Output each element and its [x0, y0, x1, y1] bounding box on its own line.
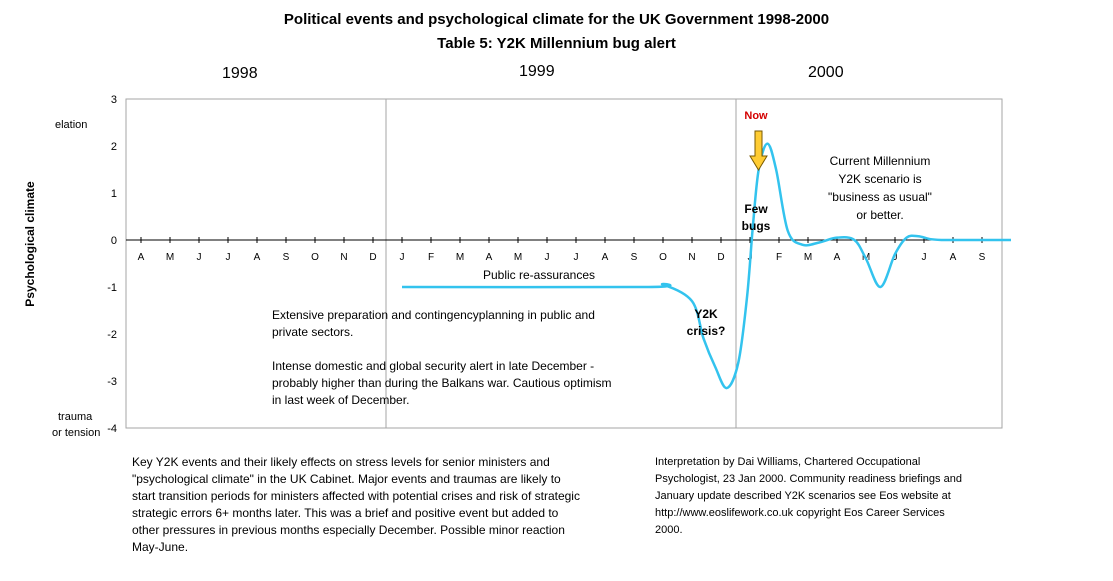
x-tick-label: M [456, 252, 464, 263]
x-tick-label: J [574, 252, 579, 263]
public-reassurances-label: Public re-assurances [483, 268, 595, 282]
security-alert-text-3: in last week of December. [272, 393, 409, 407]
scenario-text-1: Current Millennium [830, 154, 931, 168]
x-tick-label: S [979, 252, 986, 263]
y-tick-label: -1 [107, 282, 117, 294]
y-annotation-elation: elation [55, 119, 87, 131]
x-tick-label: O [659, 252, 667, 263]
x-tick-label: S [283, 252, 290, 263]
x-tick-label: A [254, 252, 261, 263]
y-tick-label: -3 [107, 376, 117, 388]
x-tick-label: O [311, 252, 319, 263]
y-tick-label: 0 [111, 235, 117, 247]
x-tick-label: F [776, 252, 782, 263]
x-tick-label: A [486, 252, 493, 263]
x-tick-label: J [545, 252, 550, 263]
few-bugs-label-2: bugs [742, 219, 771, 233]
x-tick-label: A [950, 252, 957, 263]
year-label-1999: 1999 [519, 63, 555, 80]
x-tick-label: A [602, 252, 609, 263]
x-tick-label: J [893, 252, 898, 263]
x-tick-label: M [804, 252, 812, 263]
footer-interpretation-note: Interpretation by Dai Williams, Chartere… [655, 456, 962, 536]
footer-key-note: Key Y2K events and their likely effects … [132, 455, 580, 554]
security-alert-text-2: probably higher than during the Balkans … [272, 376, 612, 390]
x-tick-label: M [166, 252, 174, 263]
x-tick-label: A [834, 252, 841, 263]
x-tick-label: N [688, 252, 695, 263]
now-arrow-icon [749, 130, 768, 171]
security-alert-text-1: Intense domestic and global security ale… [272, 359, 594, 373]
plot-area-border [125, 98, 1003, 429]
y-axis-label: Psychological climate [23, 181, 37, 307]
x-tick-label: N [340, 252, 347, 263]
y-tick-label: 2 [111, 141, 117, 153]
x-tick-label: J [400, 252, 405, 263]
y-tick-label: 1 [111, 188, 117, 200]
preparation-text-1: Extensive preparation and contingencypla… [272, 308, 595, 322]
y2k-crisis-label-1: Y2K [694, 307, 718, 321]
y-tick-label: 3 [111, 94, 117, 106]
preparation-text-2: private sectors. [272, 325, 353, 339]
x-tick-label: J [226, 252, 231, 263]
chart-title: Political events and psychological clima… [283, 11, 830, 28]
y-tick-label: -4 [107, 423, 117, 435]
x-tick-label: J [922, 252, 927, 263]
now-label: Now [744, 110, 768, 122]
scenario-text-4: or better. [856, 208, 903, 222]
x-tick-label: J [197, 252, 202, 263]
few-bugs-label-1: Few [744, 202, 768, 216]
x-tick-label: D [717, 252, 724, 263]
y-tick-label: -2 [107, 329, 117, 341]
y2k-crisis-label-2: crisis? [687, 324, 726, 338]
series-line-psychological-climate [401, 142, 1011, 390]
y-annotation-tension: or tension [52, 427, 100, 439]
x-tick-label: F [428, 252, 434, 263]
chart-subtitle: Table 5: Y2K Millennium bug alert [437, 35, 676, 52]
scenario-text-2: Y2K scenario is [838, 172, 921, 186]
x-tick-label: D [369, 252, 376, 263]
year-label-1998: 1998 [222, 65, 258, 82]
year-label-2000: 2000 [808, 64, 844, 81]
scenario-text-3: "business as usual" [828, 190, 932, 204]
x-tick-label: M [514, 252, 522, 263]
y-annotation-trauma: trauma [58, 411, 93, 423]
x-tick-label: S [631, 252, 638, 263]
x-tick-label: A [138, 252, 145, 263]
